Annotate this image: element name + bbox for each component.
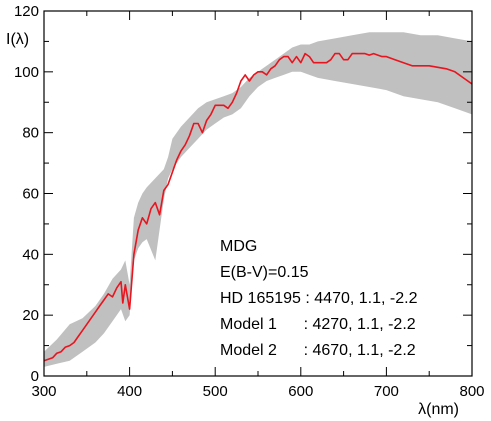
- y-tick-label: 80: [22, 125, 39, 142]
- x-tick-label: 300: [31, 383, 56, 400]
- y-tick-label: 120: [14, 3, 39, 20]
- y-tick-label: 60: [22, 186, 39, 203]
- y-axis-title: I(λ): [6, 31, 29, 48]
- annotation-model-1: Model 1 : 4270, 1.1, -2.2: [220, 316, 416, 333]
- series-line-0: [43, 52, 473, 362]
- annotation-title: MDG: [220, 238, 257, 255]
- y-tick-label: 40: [22, 246, 39, 263]
- x-axis-title: λ(nm): [418, 401, 459, 418]
- x-tick-label: 600: [288, 383, 313, 400]
- annotation-model-2: Model 2 : 4670, 1.1, -2.2: [220, 342, 416, 359]
- y-tick-label: 100: [14, 64, 39, 81]
- x-tick-label: 700: [374, 383, 399, 400]
- x-tick-label: 400: [117, 383, 142, 400]
- y-tick-label: 20: [22, 307, 39, 324]
- y-tick-label: 0: [31, 368, 39, 385]
- annotation-star: HD 165195 : 4470, 1.1, -2.2: [220, 290, 418, 307]
- tick-label-layer: 300 400 500 600 700 800 0 20 40 60 80 100 120: [14, 3, 485, 400]
- annotation-reddening: E(B-V)=0.15: [220, 264, 309, 281]
- tick-layer: [43, 10, 473, 377]
- series-layer: [43, 52, 473, 362]
- x-tick-label: 800: [459, 383, 484, 400]
- annotation-block: MDG E(B-V)=0.15 HD 165195 : 4470, 1.1, -…: [220, 238, 418, 359]
- x-tick-label: 500: [203, 383, 228, 400]
